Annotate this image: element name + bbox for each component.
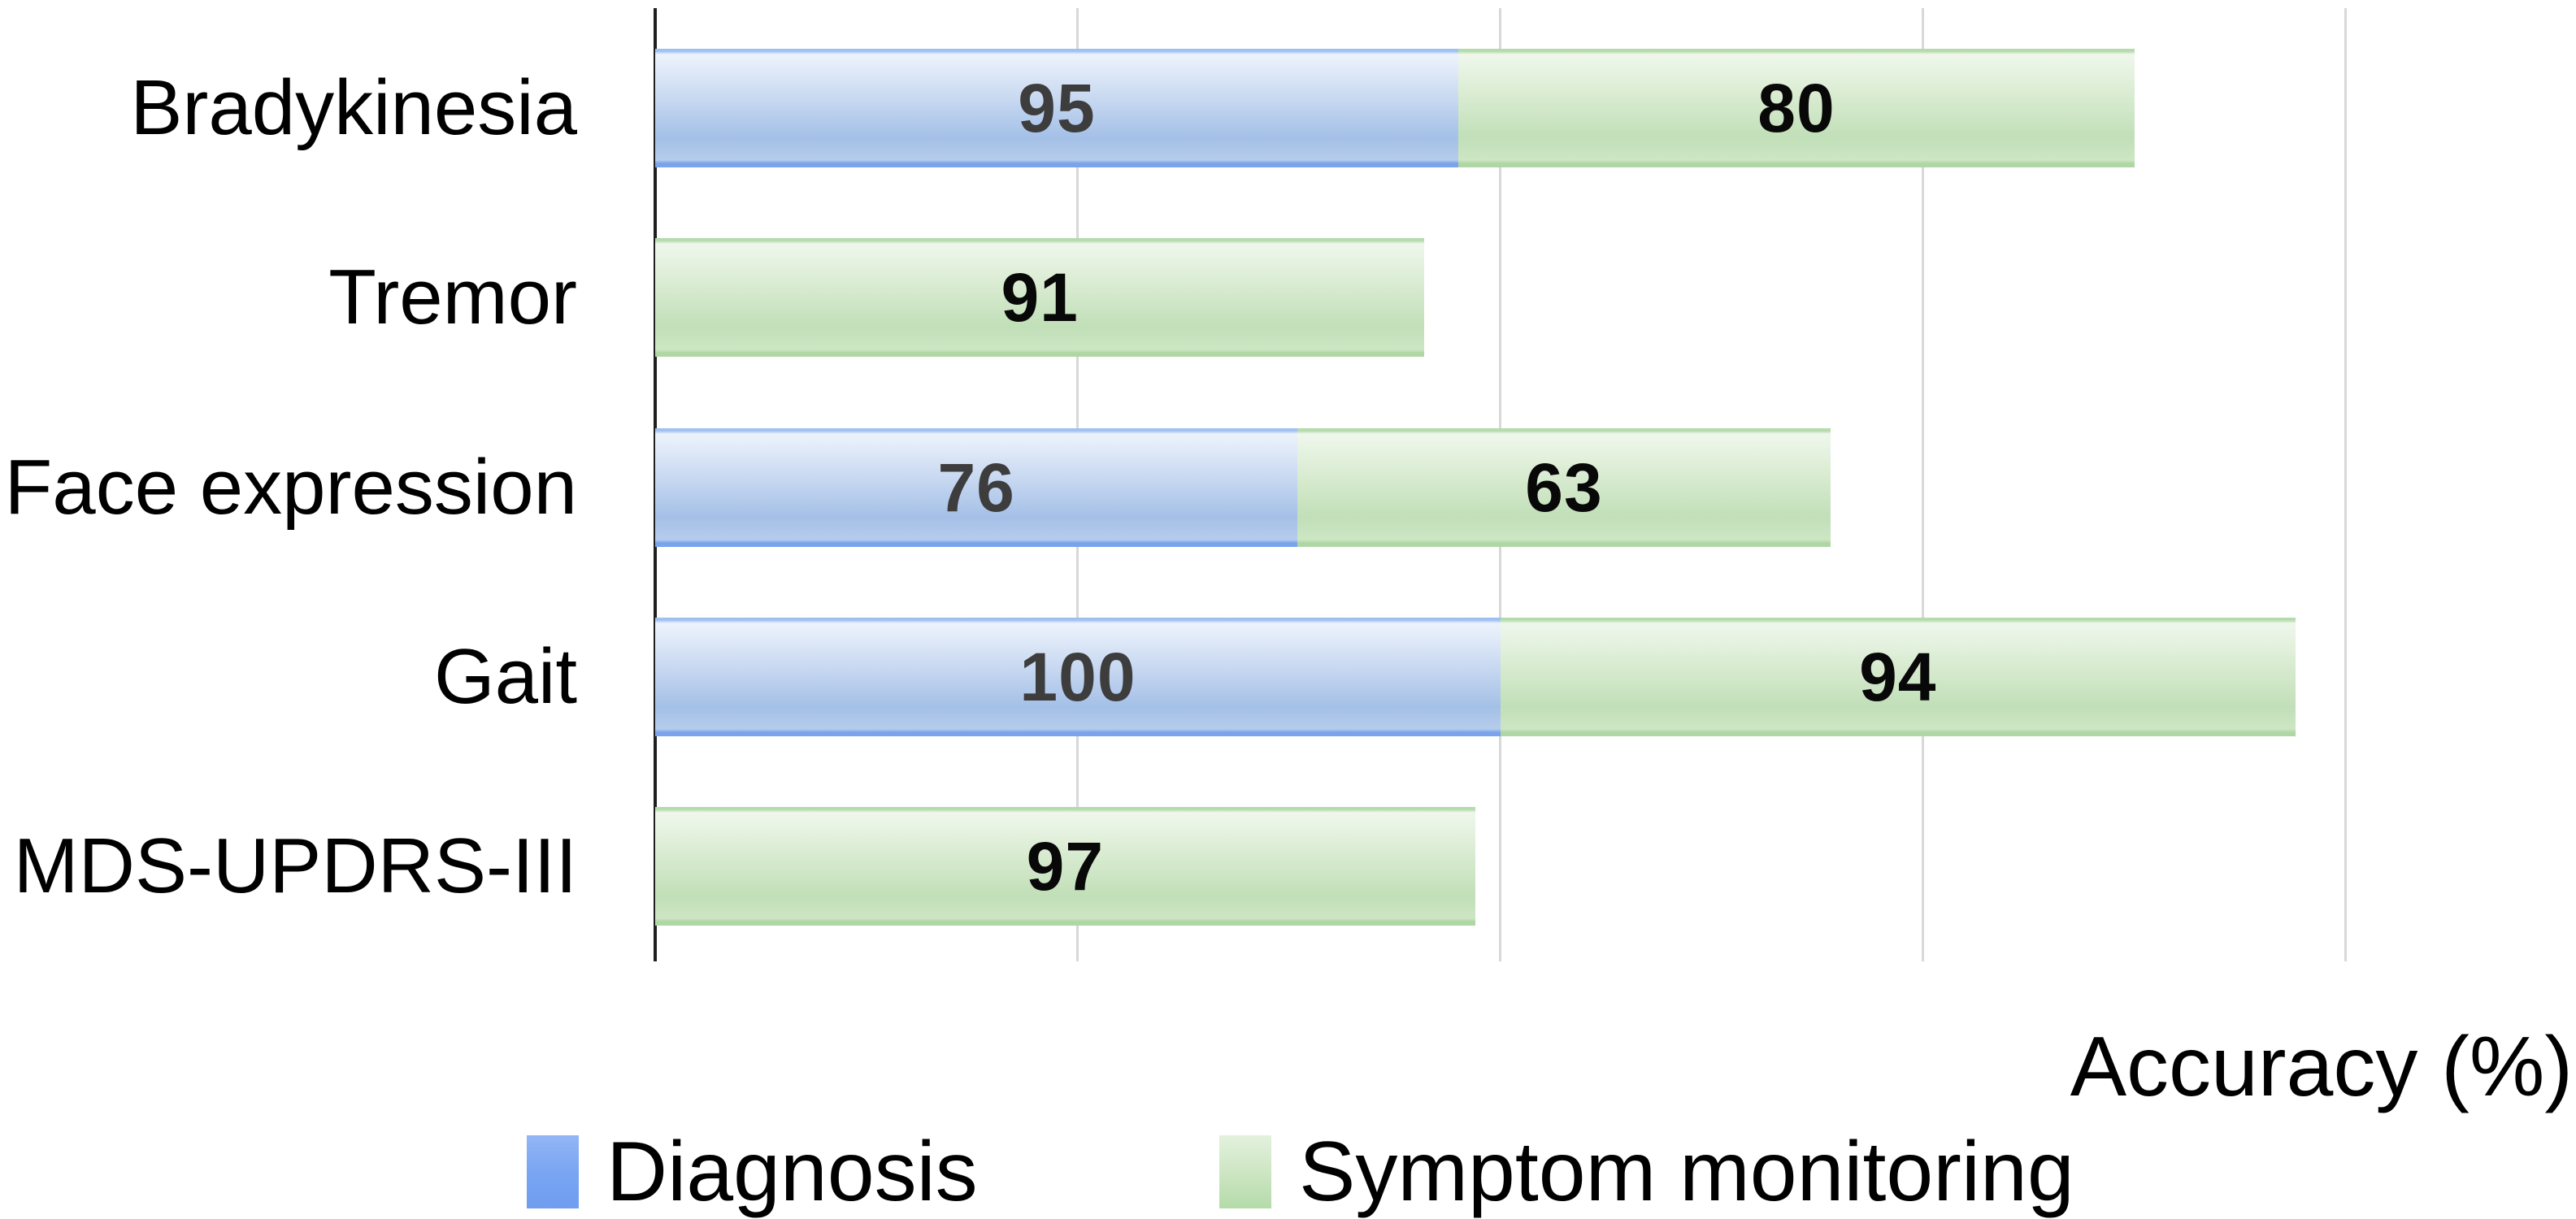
axis-title: Accuracy (%) bbox=[2070, 1020, 2573, 1114]
data-label: 63 bbox=[1525, 449, 1603, 526]
bar-segment-monitoring: 63 bbox=[1297, 428, 1831, 547]
bar-row: 76 63 bbox=[655, 428, 1831, 547]
bar-segment-diagnosis: 95 bbox=[655, 49, 1458, 167]
bar-segment-monitoring: 97 bbox=[655, 807, 1475, 926]
category-label: MDS-UPDRS-III bbox=[13, 822, 577, 909]
legend-item-monitoring: Symptom monitoring bbox=[1219, 1130, 2074, 1214]
legend-label-monitoring: Symptom monitoring bbox=[1299, 1125, 2074, 1219]
plot-area: 95 80 91 76 63 100 9 bbox=[654, 8, 2348, 961]
gridline bbox=[1922, 8, 1924, 961]
legend-item-diagnosis: Diagnosis bbox=[527, 1130, 978, 1214]
category-label: Gait bbox=[433, 633, 577, 720]
gridline bbox=[2344, 8, 2347, 961]
legend-label-diagnosis: Diagnosis bbox=[606, 1125, 978, 1219]
bar-segment-diagnosis: 100 bbox=[655, 618, 1501, 736]
category-label: Tremor bbox=[328, 254, 577, 341]
data-label: 97 bbox=[1026, 828, 1105, 904]
bar-row: 91 bbox=[655, 238, 1425, 357]
legend-swatch-diagnosis bbox=[527, 1135, 579, 1208]
bar-row: 95 80 bbox=[655, 49, 2135, 167]
category-label: Bradykinesia bbox=[130, 64, 577, 151]
bar-row: 100 94 bbox=[655, 618, 2296, 736]
data-label: 76 bbox=[937, 449, 1015, 526]
data-label: 80 bbox=[1757, 70, 1835, 146]
bar-segment-monitoring: 94 bbox=[1501, 618, 2296, 736]
data-label: 95 bbox=[1018, 70, 1096, 146]
bar-segment-diagnosis: 76 bbox=[655, 428, 1298, 547]
data-label: 91 bbox=[1001, 259, 1079, 336]
data-label: 100 bbox=[1019, 639, 1136, 715]
bar-row: 97 bbox=[655, 807, 1475, 926]
legend-swatch-monitoring bbox=[1219, 1135, 1271, 1208]
data-label: 94 bbox=[1859, 639, 1937, 715]
bar-segment-monitoring: 80 bbox=[1458, 49, 2135, 167]
category-label: Face expression bbox=[4, 444, 577, 531]
bar-segment-monitoring: 91 bbox=[655, 238, 1425, 357]
